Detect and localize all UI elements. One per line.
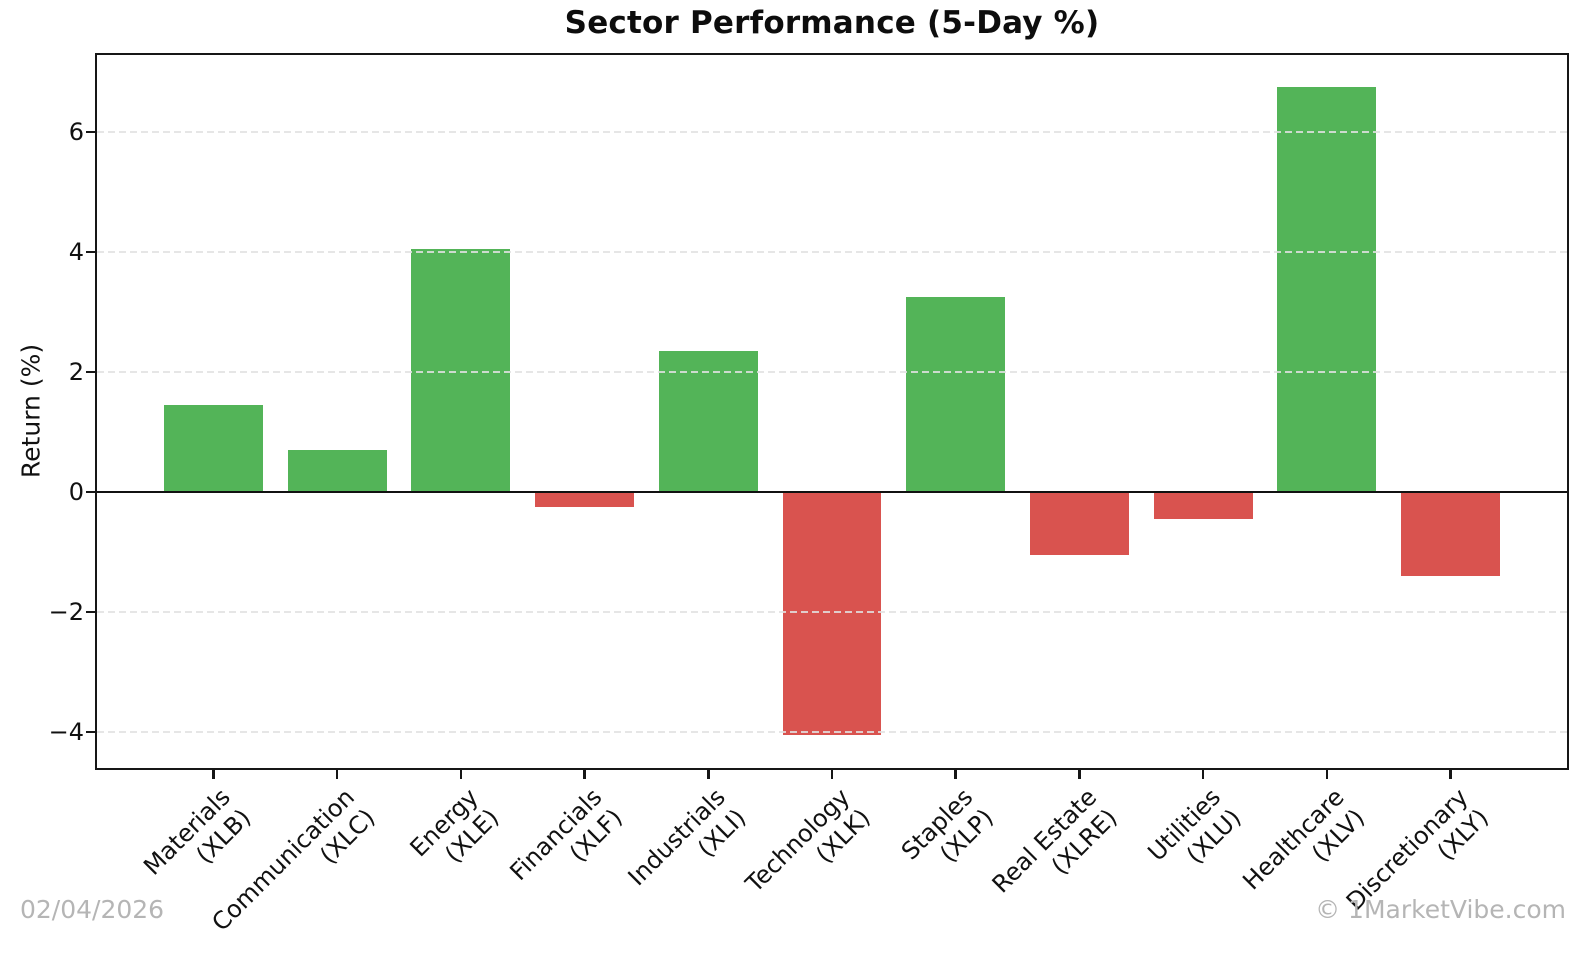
x-tick-mark-xly (1449, 770, 1452, 779)
chart-title: Sector Performance (5-Day %) (564, 5, 1100, 41)
plot-area (95, 53, 1569, 770)
x-tick-mark-xlf (583, 770, 586, 779)
gridline-y4 (97, 250, 1567, 253)
x-tick-mark-xli (707, 770, 710, 779)
y-tick-label-0: 0 (68, 477, 84, 506)
y-tick-label-2: 2 (68, 357, 84, 386)
y-tick-mark-neg4 (86, 730, 95, 734)
y-tick-mark-6 (86, 130, 95, 134)
bar-xle (411, 248, 511, 492)
bar-xly (1401, 491, 1501, 576)
bar-xlu (1153, 491, 1253, 519)
x-tick-label-xlre: Real Estate (XLRE) (987, 783, 1124, 920)
gridline-y6 (97, 130, 1567, 133)
y-tick-label-neg2: −2 (48, 597, 84, 626)
gridline-y-4 (97, 730, 1567, 733)
credit-watermark: © 1MarketVibe.com (1315, 895, 1566, 924)
bar-xli (658, 350, 758, 492)
y-tick-mark-2 (86, 370, 95, 374)
zero-line (97, 490, 1567, 494)
x-tick-mark-xlc (335, 770, 339, 779)
y-tick-mark-0 (86, 490, 95, 494)
x-tick-label-xlk: Technology (XLK) (740, 783, 876, 919)
bar-xlb (163, 404, 263, 492)
bar-xlc (287, 449, 387, 492)
x-tick-label-xlu: Utilities (XLU) (1142, 783, 1247, 888)
date-watermark: 02/04/2026 (20, 895, 165, 924)
y-tick-label-neg4: −4 (48, 717, 84, 746)
x-tick-mark-xlu (1201, 770, 1205, 779)
x-tick-label-xlp: Staples (XLP) (896, 783, 1000, 887)
x-tick-mark-xlp (954, 770, 957, 779)
x-tick-mark-xlv (1325, 770, 1329, 779)
bar-xlp (906, 296, 1006, 492)
bar-xlf (535, 491, 634, 507)
bar-xlk (782, 491, 882, 735)
x-tick-mark-xlb (212, 770, 215, 779)
y-tick-mark-neg2 (86, 610, 95, 614)
x-tick-label-xli: Industrials (XLI) (623, 783, 752, 912)
x-tick-mark-xle (459, 770, 463, 779)
x-tick-label-xlf: Financials (XLF) (504, 783, 628, 907)
bar-xlv (1277, 86, 1377, 492)
y-tick-label-4: 4 (68, 237, 84, 266)
y-tick-label-6: 6 (68, 117, 84, 146)
x-tick-label-xle: Energy (XLE) (404, 783, 504, 883)
x-tick-mark-xlre (1078, 770, 1081, 779)
x-tick-mark-xlk (830, 770, 834, 779)
gridline-y2 (97, 370, 1567, 373)
bar-xlre (1029, 491, 1129, 555)
gridline-y-2 (97, 610, 1567, 613)
y-tick-mark-4 (86, 250, 95, 254)
